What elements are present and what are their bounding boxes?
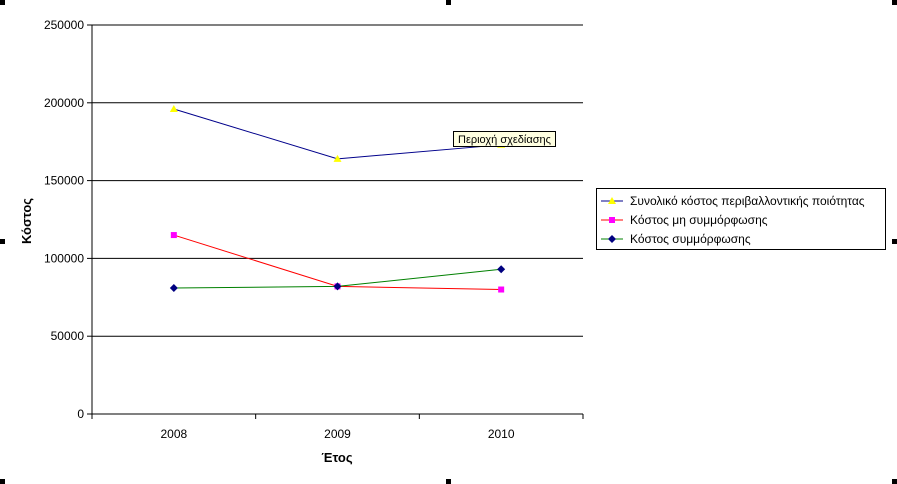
y-axis-title: Κόστος <box>19 198 34 244</box>
y-tick-labels: 0 50000 100000 150000 200000 250000 <box>44 18 84 421</box>
y-tick-label: 50000 <box>51 329 85 343</box>
legend-marker <box>609 217 615 223</box>
plot-area-tooltip: Περιοχή σχεδίασης <box>453 131 556 147</box>
data-point-series-2 <box>498 286 505 293</box>
legend-marker <box>608 235 616 243</box>
selection-handle-top-left[interactable] <box>0 0 5 5</box>
x-tick-label: 2009 <box>324 427 351 441</box>
selection-handle-bottom-right[interactable] <box>892 479 897 484</box>
data-point-series-3 <box>497 265 506 274</box>
data-point-series-1 <box>333 154 342 162</box>
selection-handle-bottom-left[interactable] <box>0 479 5 484</box>
selection-handle-top-right[interactable] <box>892 0 897 5</box>
legend-label: Κόστος μη συμμόρφωσης <box>630 213 768 227</box>
gridlines <box>92 24 583 337</box>
x-tick-label: 2010 <box>488 427 515 441</box>
legend-swatch <box>601 197 623 204</box>
legend-item: Κόστος μη συμμόρφωσης <box>597 211 885 229</box>
selection-handle-middle-right[interactable] <box>892 239 897 244</box>
data-point-series-2 <box>170 232 177 239</box>
y-tick-label: 150000 <box>44 174 84 188</box>
x-tick-label: 2008 <box>160 427 187 441</box>
legend-marker <box>608 197 616 204</box>
selection-handle-top-center[interactable] <box>446 0 451 5</box>
legend: Συνολικό κόστος περιβαλλοντικής ποιότητα… <box>596 188 886 250</box>
data-point-series-3 <box>333 282 342 291</box>
x-tick-labels: 2008 2009 2010 <box>160 427 514 441</box>
y-tick-label: 100000 <box>44 251 84 265</box>
legend-item: Κόστος συμμόρφωσης <box>597 230 885 248</box>
legend-item: Συνολικό κόστος περιβαλλοντικής ποιότητα… <box>597 192 885 210</box>
x-axis-title: Έτος <box>321 450 352 465</box>
data-point-series-1 <box>169 105 178 113</box>
legend-swatch <box>601 217 623 223</box>
axes <box>87 24 584 419</box>
legend-label: Συνολικό κόστος περιβαλλοντικής ποιότητα… <box>630 194 865 208</box>
y-tick-label: 200000 <box>44 96 84 110</box>
selection-handle-bottom-center[interactable] <box>446 479 451 484</box>
y-tick-label: 0 <box>77 407 84 421</box>
series-line-2 <box>173 234 502 291</box>
legend-label: Κόστος συμμόρφωσης <box>630 232 751 246</box>
selection-handle-middle-left[interactable] <box>0 239 5 244</box>
legend-swatch <box>601 235 623 243</box>
y-tick-label: 250000 <box>44 18 84 32</box>
data-point-series-3 <box>169 283 178 292</box>
